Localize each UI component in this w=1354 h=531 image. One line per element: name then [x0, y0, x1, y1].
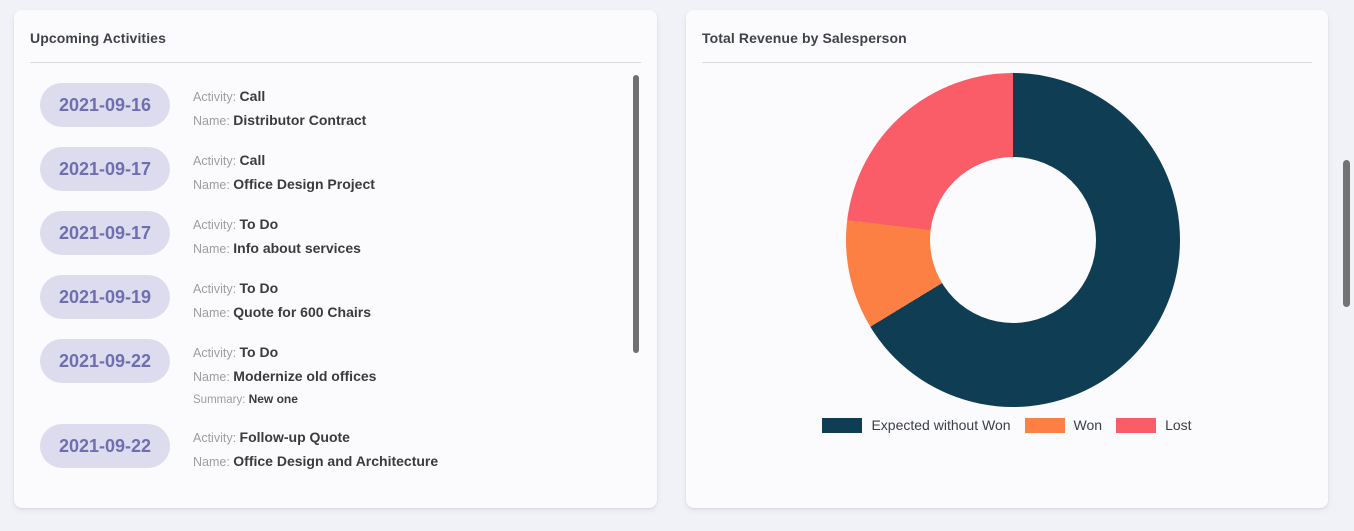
revenue-by-salesperson-card: Total Revenue by Salesperson Expected wi…: [686, 10, 1328, 508]
activity-date-badge: 2021-09-17: [40, 147, 170, 191]
activity-field-line: Activity: Call: [193, 149, 375, 173]
activity-item[interactable]: 2021-09-17 Activity: Call Name: Office Des…: [40, 147, 657, 197]
activity-item[interactable]: 2021-09-16 Activity: Call Name: Distributo…: [40, 83, 657, 133]
activity-item[interactable]: 2021-09-17 Activity: To Do Name: Info abou…: [40, 211, 657, 261]
legend-label: Expected without Won: [871, 417, 1011, 433]
legend-item-expected-without-won[interactable]: Expected without Won: [822, 417, 1011, 433]
activity-field-line: Activity: To Do: [193, 341, 376, 365]
field-label: Summary:: [193, 394, 249, 406]
field-label: Activity:: [193, 431, 240, 445]
field-label: Activity:: [193, 218, 240, 232]
page-scrollbar-thumb[interactable]: [1343, 160, 1350, 307]
card-title: Upcoming Activities: [30, 30, 166, 46]
activity-item[interactable]: 2021-09-22 Activity: To Do Name: Modernize…: [40, 339, 657, 410]
activity-field-line: Name: Info about services: [193, 237, 361, 261]
activity-field-line: Activity: To Do: [193, 277, 371, 301]
field-value: Call: [239, 88, 266, 104]
activity-fields: Activity: Follow-up Quote Name: Office De…: [193, 424, 438, 474]
activity-fields: Activity: Call Name: Office Design Projec…: [193, 147, 375, 197]
activity-date-badge: 2021-09-17: [40, 211, 170, 255]
activity-field-line: Name: Modernize old offices: [193, 365, 376, 389]
activity-field-line: Name: Office Design and Architecture: [193, 450, 438, 474]
activity-date-badge: 2021-09-22: [40, 339, 170, 383]
field-value: New one: [248, 392, 298, 406]
legend-swatch: [822, 417, 863, 433]
legend-item-won[interactable]: Won: [1024, 417, 1103, 433]
legend-swatch: [1116, 417, 1157, 433]
field-value: Follow-up Quote: [239, 429, 350, 445]
activity-fields: Activity: To Do Name: Info about services: [193, 211, 361, 261]
field-value: To Do: [239, 344, 279, 360]
activity-date-badge: 2021-09-22: [40, 424, 170, 468]
field-value: Quote for 600 Chairs: [233, 304, 371, 320]
activity-item[interactable]: 2021-09-19 Activity: To Do Name: Quote for…: [40, 275, 657, 325]
legend-label: Won: [1073, 417, 1103, 433]
field-label: Name:: [193, 114, 234, 128]
field-label: Activity:: [193, 90, 240, 104]
activity-field-line: Name: Office Design Project: [193, 173, 375, 197]
activity-field-line: Name: Quote for 600 Chairs: [193, 301, 371, 325]
activity-fields: Activity: To Do Name: Quote for 600 Chair…: [193, 275, 371, 325]
field-label: Activity:: [193, 154, 240, 168]
legend-label: Lost: [1165, 417, 1192, 433]
field-label: Name:: [193, 370, 234, 384]
activity-fields: Activity: Call Name: Distributor Contract: [193, 83, 366, 133]
field-value: Modernize old offices: [233, 368, 377, 384]
card-title-divider: [702, 62, 1312, 63]
field-label: Activity:: [193, 282, 240, 296]
activity-field-line: Summary: New one: [193, 389, 376, 410]
legend-swatch: [1024, 417, 1065, 433]
field-value: Office Design Project: [233, 176, 375, 192]
activity-field-line: Activity: To Do: [193, 213, 361, 237]
activity-field-line: Name: Distributor Contract: [193, 109, 366, 133]
field-label: Activity:: [193, 346, 240, 360]
field-label: Name:: [193, 455, 234, 469]
donut-hole: [930, 157, 1096, 323]
activity-date-badge: 2021-09-16: [40, 83, 170, 127]
activities-list: 2021-09-16 Activity: Call Name: Distributo…: [40, 83, 657, 491]
field-value: To Do: [239, 216, 279, 232]
activity-date-badge: 2021-09-19: [40, 275, 170, 319]
field-value: Office Design and Architecture: [233, 453, 439, 469]
field-label: Name:: [193, 306, 234, 320]
field-value: Distributor Contract: [233, 112, 367, 128]
upcoming-activities-card: Upcoming Activities 2021-09-16 Activity: …: [14, 10, 657, 508]
chart-legend: Expected without Won Won Lost: [686, 417, 1328, 433]
field-value: Info about services: [233, 240, 361, 256]
field-value: Call: [239, 152, 266, 168]
donut-chart[interactable]: [846, 73, 1180, 407]
field-label: Name:: [193, 178, 234, 192]
activity-fields: Activity: To Do Name: Modernize old offic…: [193, 339, 376, 410]
card-title: Total Revenue by Salesperson: [702, 30, 907, 46]
activity-item[interactable]: 2021-09-22 Activity: Follow-up Quote Name:…: [40, 424, 657, 474]
activity-field-line: Activity: Follow-up Quote: [193, 426, 438, 450]
legend-item-lost[interactable]: Lost: [1116, 417, 1192, 433]
card-title-divider: [30, 62, 641, 63]
activity-field-line: Activity: Call: [193, 85, 366, 109]
field-value: To Do: [239, 280, 279, 296]
field-label: Name:: [193, 242, 234, 256]
activities-scrollbar-thumb[interactable]: [633, 75, 639, 353]
